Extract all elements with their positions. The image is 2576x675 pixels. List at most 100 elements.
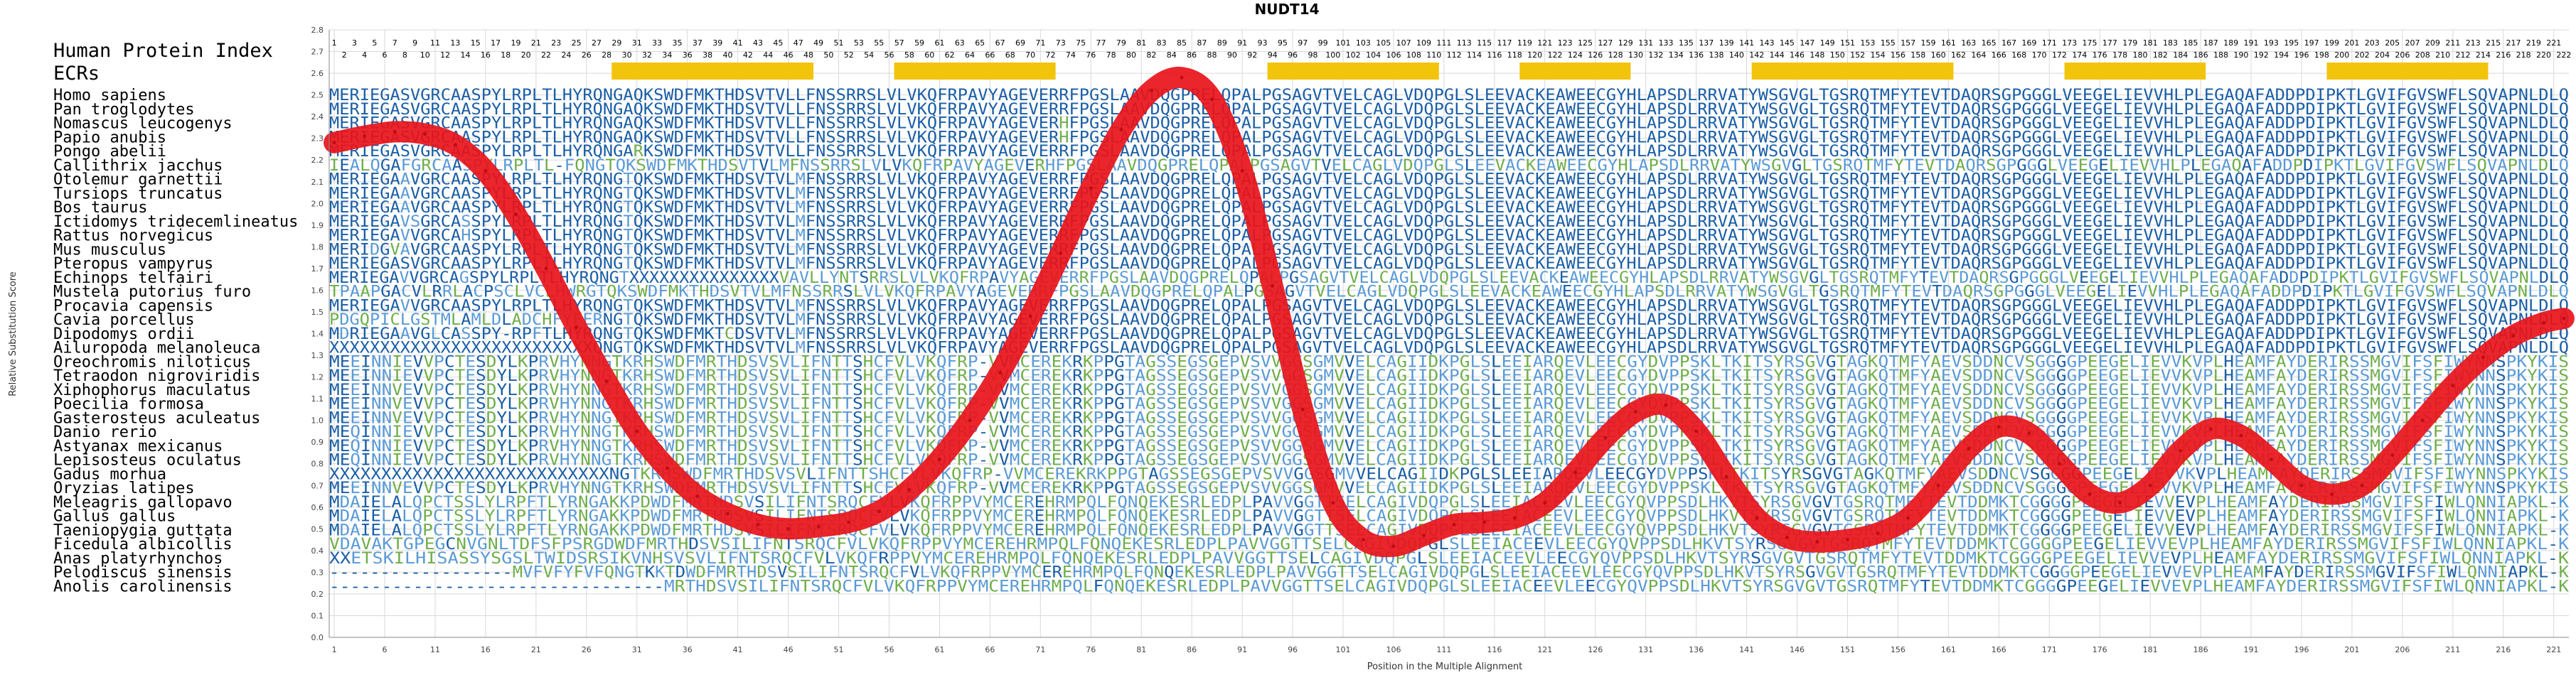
human-position-label: 210 (2435, 50, 2450, 60)
human-position-label: 79 (1116, 38, 1126, 48)
human-position-label: 160 (1931, 50, 1946, 60)
human-position-label: 116 (1487, 50, 1502, 60)
human-position-label: 127 (1598, 38, 1613, 48)
human-position-label: 9 (412, 38, 417, 48)
y-tick-label: 0.2 (311, 590, 324, 599)
human-position-label: 17 (491, 38, 501, 48)
human-position-label: 213 (2466, 38, 2481, 48)
sequence-row: MEEINNVEVVPCTESDYLKPRVHYNNGTKRHSWDFMRTHD… (329, 382, 2569, 399)
human-position-label: 50 (823, 50, 833, 60)
human-position-label: 190 (2233, 50, 2248, 60)
human-position-label: 154 (1871, 50, 1886, 60)
human-position-label: 141 (1739, 38, 1754, 48)
data-point (1452, 522, 1456, 526)
human-position-label: 4 (362, 50, 367, 60)
human-position-label: 159 (1920, 38, 1935, 48)
species-name: Tursiops truncatus (53, 185, 223, 202)
human-position-label: 206 (2395, 50, 2410, 60)
data-point (1785, 536, 1789, 540)
human-position-label: 29 (611, 38, 621, 48)
species-name: Papio anubis (53, 129, 166, 146)
sequence-row: MERIEGAAVGRCAASPYLRPLTLHYRQNGTQKSWDFMKTH… (329, 171, 2569, 189)
y-tick-label: 0.1 (311, 611, 324, 620)
y-tick-label: 0.6 (311, 503, 324, 512)
x-tick-label: 61 (934, 645, 944, 654)
human-position-label: 66 (985, 50, 995, 60)
data-point (2562, 316, 2566, 320)
species-name: Taeniopygia guttata (53, 522, 233, 539)
human-position-label: 122 (1547, 50, 1562, 60)
data-point (1512, 516, 1517, 520)
human-position-label: 64 (965, 50, 975, 60)
species-name: Homo sapiens (53, 87, 166, 104)
human-position-label: 137 (1699, 38, 1714, 48)
data-point (1391, 544, 1396, 549)
human-position-label: 96 (1288, 50, 1298, 60)
human-position-label: 77 (1096, 38, 1106, 48)
data-point (2057, 462, 2061, 466)
x-tick-label: 141 (1739, 645, 1754, 654)
x-tick-label: 151 (1840, 645, 1855, 654)
human-position-label: 161 (1941, 38, 1956, 48)
species-name: Gasterosteus aculeatus (53, 409, 260, 427)
human-position-label: 173 (2062, 38, 2077, 48)
sequence-row: MERIEGAVVGRCAASPYLRPLTLHYRQNGTQKSWDFMKTH… (329, 297, 2569, 315)
human-position-label: 52 (844, 50, 854, 60)
human-position-label: 98 (1308, 50, 1318, 60)
human-position-label: 205 (2385, 38, 2400, 48)
species-name: Dipodomys ordii (53, 325, 195, 343)
x-tick-label: 81 (1136, 645, 1146, 654)
x-tick-label: 6 (383, 645, 388, 654)
data-point (2511, 334, 2516, 338)
species-name: Gallus gallus (53, 508, 176, 526)
data-point (1543, 501, 1547, 505)
species-name: Tetraodon nigroviridis (53, 367, 260, 385)
human-position-label: 153 (1860, 38, 1875, 48)
human-position-label: 131 (1638, 38, 1653, 48)
human-position-label: 130 (1628, 50, 1643, 60)
y-tick-label: 1.6 (311, 286, 324, 295)
human-position-label: 27 (592, 38, 602, 48)
human-position-label: 123 (1558, 38, 1573, 48)
human-position-label: 139 (1719, 38, 1734, 48)
chart-title: NUDT14 (1254, 1, 1319, 18)
human-position-label: 193 (2264, 38, 2279, 48)
species-name: Gadus morhua (53, 465, 166, 483)
data-point (756, 522, 760, 526)
y-tick-label: 0.0 (311, 633, 324, 642)
y-tick-label: 0.9 (311, 438, 324, 447)
x-tick-label: 156 (1891, 645, 1906, 654)
human-position-label: 54 (864, 50, 874, 60)
ecr-bar (894, 63, 1056, 80)
x-tick-label: 211 (2445, 645, 2460, 654)
human-position-label: 180 (2132, 50, 2147, 60)
human-position-label: 134 (1669, 50, 1684, 60)
human-position-label: 163 (1961, 38, 1976, 48)
species-name: Bos taurus (53, 199, 147, 217)
data-point (544, 266, 548, 271)
data-point (2451, 384, 2455, 388)
human-position-label: 149 (1820, 38, 1835, 48)
x-tick-label: 146 (1790, 645, 1805, 654)
human-position-label: 94 (1268, 50, 1278, 60)
human-position-label: 169 (2021, 38, 2036, 48)
human-position-label: 118 (1507, 50, 1522, 60)
species-name: Xiphophorus maculatus (53, 382, 251, 399)
human-position-label: 106 (1386, 50, 1401, 60)
species-name: Echinops telfairi (53, 269, 213, 287)
y-tick-label: 2.5 (311, 91, 324, 100)
x-tick-label: 101 (1336, 645, 1351, 654)
y-tick-label: 1.4 (311, 330, 324, 339)
human-position-label: 198 (2314, 50, 2329, 60)
human-position-label: 8 (402, 50, 407, 60)
data-point (725, 512, 729, 516)
human-position-label: 51 (834, 38, 844, 48)
data-point (2088, 492, 2092, 496)
species-name: Mus musculus (53, 241, 166, 259)
human-position-label: 162 (1951, 50, 1966, 60)
human-position-label: 73 (1056, 38, 1066, 48)
human-position-label: 72 (1046, 50, 1056, 60)
human-position-label: 208 (2415, 50, 2430, 60)
substitution-curve-layer (324, 66, 2575, 558)
human-position-label: 148 (1810, 50, 1824, 60)
